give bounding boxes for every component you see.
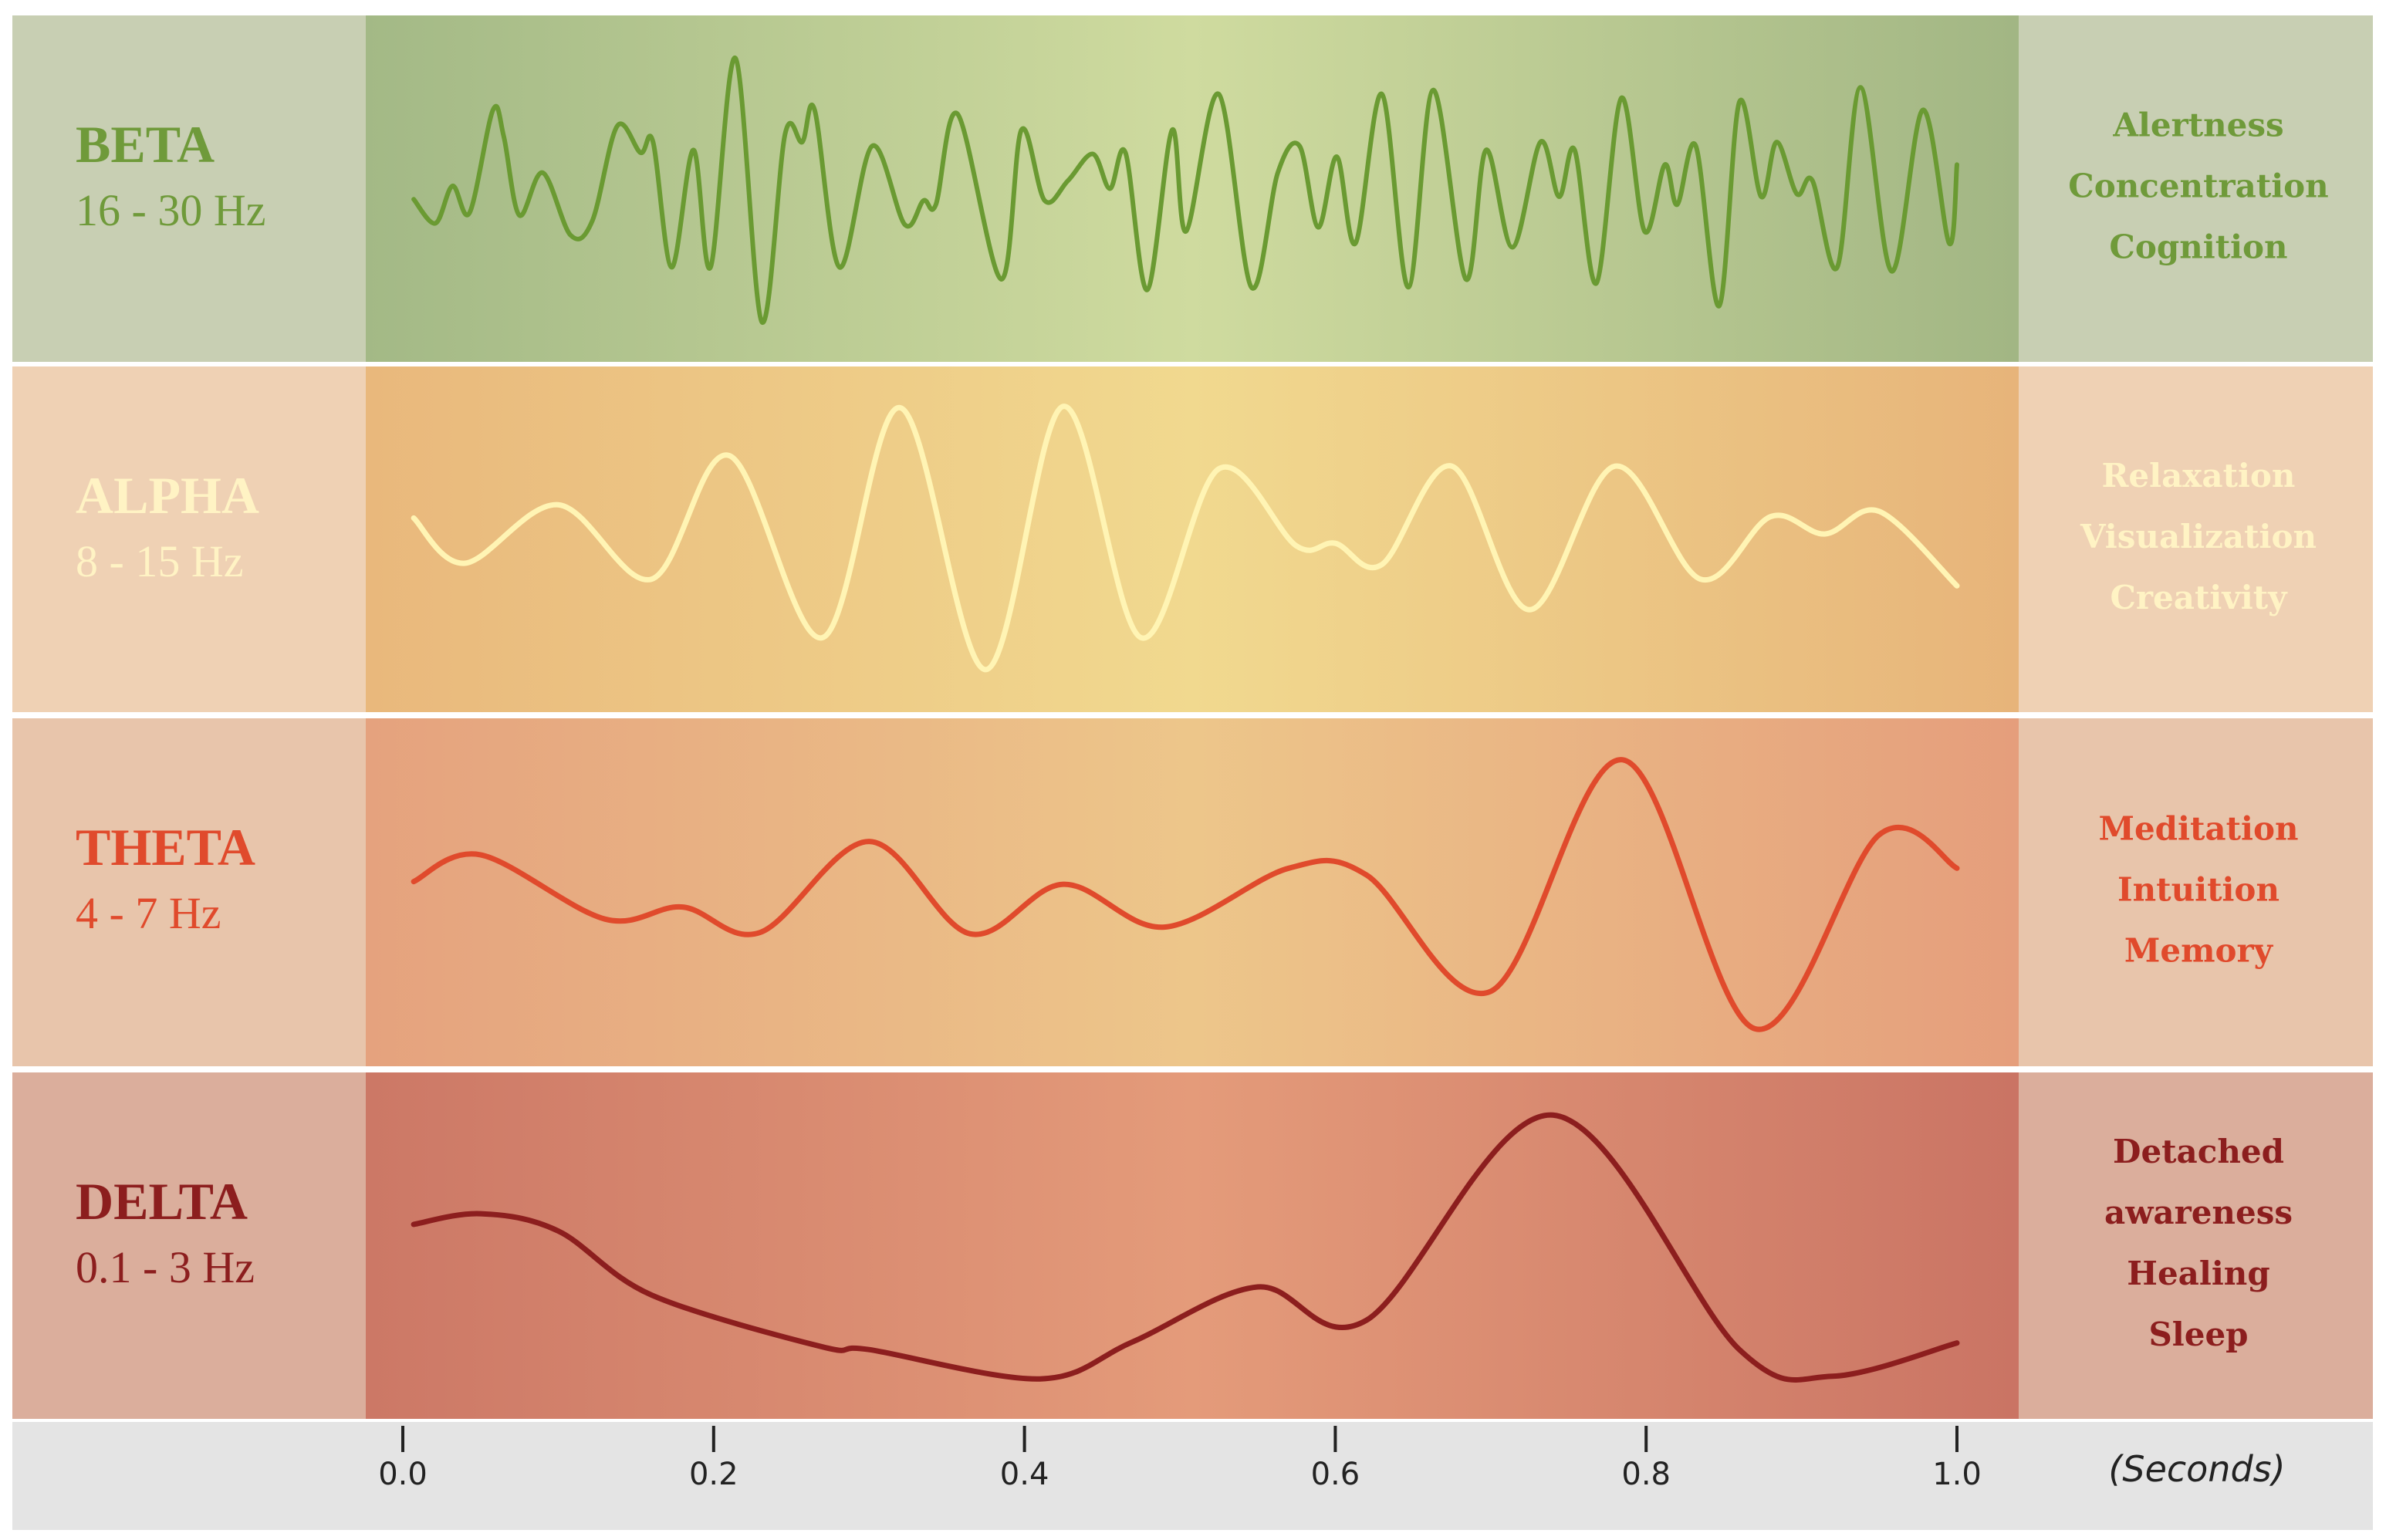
band-effect: Memory xyxy=(2124,932,2274,970)
band-plot-panel xyxy=(366,1072,2019,1419)
x-tick-label: 0.2 xyxy=(689,1457,738,1492)
band-effect: Intuition xyxy=(2117,871,2280,909)
band-effect: Sleep xyxy=(2148,1315,2248,1353)
axis-band xyxy=(12,1422,2373,1530)
wave-line xyxy=(411,757,1960,1032)
band-name: ALPHA xyxy=(76,466,259,525)
x-tick-label: 1.0 xyxy=(1932,1457,1982,1492)
band-effect-panel xyxy=(2019,718,2373,1066)
band-effect: Creativity xyxy=(2110,579,2288,616)
band-effect: Detached xyxy=(2113,1133,2284,1170)
band-effect: Alertness xyxy=(2112,106,2283,144)
band-effect: awareness xyxy=(2104,1194,2293,1231)
band-range: 8 - 15 Hz xyxy=(76,536,243,586)
band-effect-panel xyxy=(2019,366,2373,712)
band-label-panel xyxy=(12,15,366,362)
band-name: BETA xyxy=(76,115,215,174)
x-tick-label: 0.8 xyxy=(1621,1457,1671,1492)
band-plot-panel xyxy=(366,366,2019,712)
band-range: 16 - 30 Hz xyxy=(76,185,265,235)
band-label-panel xyxy=(12,718,366,1066)
band-range: 4 - 7 Hz xyxy=(76,888,221,938)
band-effect: Healing xyxy=(2127,1255,2269,1292)
band-effect: Meditation xyxy=(2098,810,2298,848)
x-tick-label: 0.6 xyxy=(1311,1457,1360,1492)
band-effect: Relaxation xyxy=(2102,457,2296,495)
band-name: DELTA xyxy=(76,1172,248,1231)
band-effect: Cognition xyxy=(2109,228,2287,266)
band-effect-panel xyxy=(2019,15,2373,362)
x-tick-label: 0.4 xyxy=(1000,1457,1049,1492)
band-label-panel xyxy=(12,366,366,712)
band-name: THETA xyxy=(76,818,255,876)
x-axis-label: (Seconds) xyxy=(2108,1448,2285,1490)
x-tick-label: 0.0 xyxy=(378,1457,428,1492)
band-effect-panel xyxy=(2019,1072,2373,1419)
band-effect: Concentration xyxy=(2068,167,2328,205)
wave-line xyxy=(411,404,1960,673)
wave-line xyxy=(411,56,1959,325)
band-effect: Visualization xyxy=(2080,518,2317,556)
band-range: 0.1 - 3 Hz xyxy=(76,1242,255,1292)
band-plot-panel xyxy=(366,15,2019,362)
wave-line xyxy=(411,1112,1960,1383)
band-label-panel xyxy=(12,1072,366,1419)
band-plot-panel xyxy=(366,718,2019,1066)
